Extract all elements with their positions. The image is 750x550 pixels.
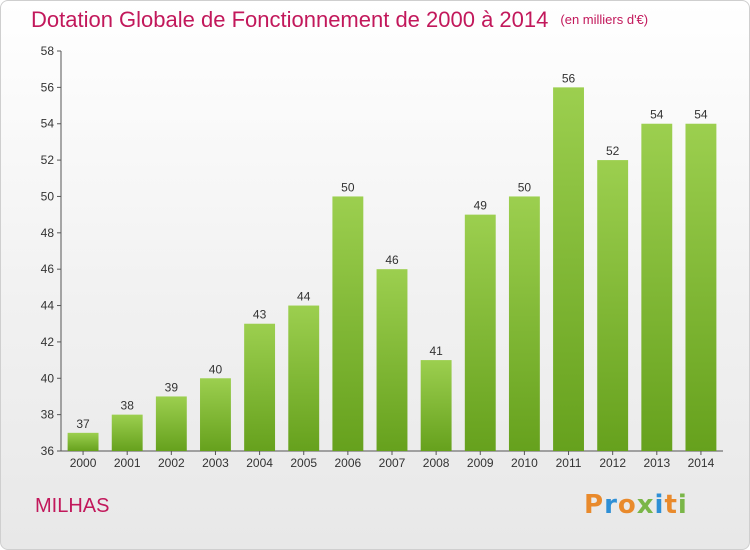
bar [464,214,496,451]
x-tick-label: 2005 [290,456,317,470]
x-tick-label: 2006 [335,456,362,470]
bar [553,87,584,451]
bar [332,196,364,451]
bar-value-label: 39 [165,380,179,394]
bar [155,396,187,451]
bar [685,123,717,452]
y-tick-label: 48 [41,226,55,240]
bar [244,323,276,451]
y-tick-label: 38 [41,408,55,422]
bars: 37 38 39 40 43 44 50 46 41 49 50 56 52 54 54 [67,71,717,452]
bar-value-label: 49 [474,199,488,213]
axes: 36 38 40 42 44 46 48 50 52 54 56 58 2000 2001 2002 2003… [41,44,723,470]
unit-note: (en milliers d'€) [560,12,649,27]
bar [420,360,452,451]
bar [288,305,320,451]
proxiti-logo[interactable]: Proxiti [584,490,688,520]
x-tick-label: 2013 [643,456,670,470]
logo-letter: i [677,490,688,520]
x-tick-label: 2002 [158,456,185,470]
x-tick-label: 2000 [70,456,97,470]
bar [641,123,673,452]
bar-value-label: 41 [429,344,443,358]
bar-value-label: 43 [253,308,267,322]
x-tick-label: 2003 [202,456,229,470]
bar-value-label: 50 [518,180,532,194]
bar-value-label: 38 [121,399,135,413]
x-tick-label: 2009 [467,456,494,470]
bar [67,432,99,451]
x-tick-label: 2012 [599,456,626,470]
commune-name: MILHAS [35,495,110,517]
logo-letter: o [617,490,637,520]
y-tick-label: 40 [41,371,55,385]
x-tick-label: 2007 [379,456,406,470]
x-tick-label: 2010 [511,456,538,470]
x-tick-label: 2014 [688,456,715,470]
y-tick-label: 36 [41,444,55,458]
logo-letter: P [584,490,605,520]
bar-value-label: 50 [341,180,355,194]
bar-value-label: 52 [606,144,620,158]
logo-letter: i [654,490,665,520]
bar-value-label: 37 [76,417,90,431]
bar [597,160,629,451]
bar [200,378,231,451]
logo-letter: x [636,490,655,520]
y-tick-label: 50 [41,189,55,203]
chart-title-text: Dotation Globale de Fonctionnement de 20… [31,7,549,32]
bar-value-label: 56 [562,71,576,85]
logo-letter: r [604,490,618,520]
bar [111,414,143,451]
y-tick-label: 52 [41,153,55,167]
x-tick-label: 2011 [556,456,582,470]
x-tick-label: 2004 [246,456,273,470]
bar-value-label: 44 [297,290,311,304]
bar-value-label: 46 [385,253,399,267]
y-tick-label: 58 [41,44,55,58]
y-tick-label: 42 [41,335,55,349]
bar-value-label: 54 [694,108,708,122]
y-tick-label: 54 [41,117,55,131]
logo-letter: t [664,490,678,520]
chart-title: Dotation Globale de Fonctionnement de 20… [31,7,648,33]
y-tick-label: 44 [41,299,55,313]
bar [508,196,540,451]
y-tick-label: 56 [41,80,55,94]
x-tick-label: 2008 [423,456,450,470]
y-tick-label: 46 [41,262,55,276]
bar-value-label: 40 [209,362,223,376]
x-tick-label: 2001 [114,456,141,470]
bar [376,269,408,451]
bar-value-label: 54 [650,108,664,122]
